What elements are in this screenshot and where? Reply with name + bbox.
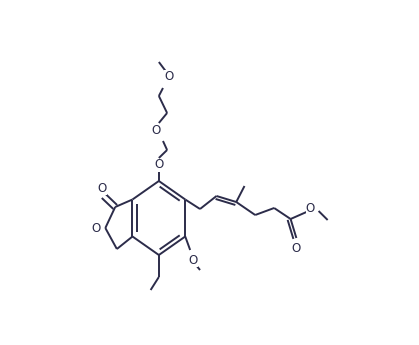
Text: O: O	[164, 69, 173, 82]
Text: O: O	[292, 241, 301, 255]
Text: O: O	[92, 221, 101, 235]
Text: O: O	[306, 201, 315, 215]
Text: O: O	[98, 181, 107, 195]
Text: O: O	[189, 254, 198, 266]
Text: O: O	[154, 158, 163, 171]
Text: O: O	[151, 124, 160, 137]
